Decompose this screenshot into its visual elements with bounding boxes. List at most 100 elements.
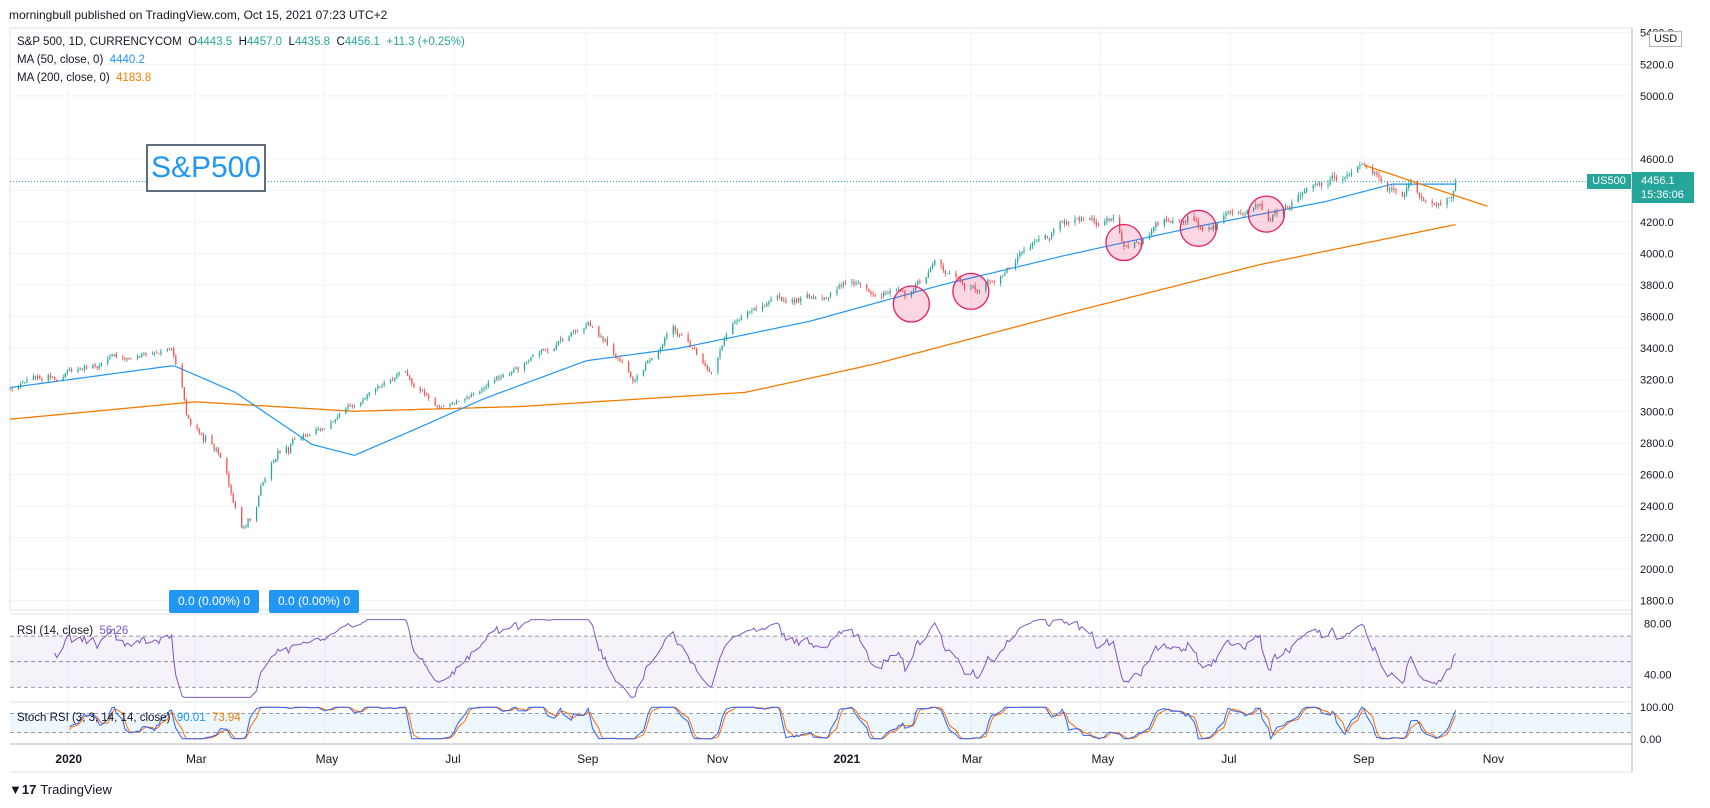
candle bbox=[761, 302, 764, 313]
candle bbox=[204, 434, 207, 443]
close-label: C bbox=[336, 36, 345, 48]
candle-body bbox=[285, 447, 287, 453]
rsi-legend[interactable]: RSI (14, close) 56.26 bbox=[17, 625, 128, 637]
candle bbox=[396, 372, 398, 380]
candle-body bbox=[336, 417, 339, 420]
candle bbox=[362, 397, 364, 405]
x-tick-label: May bbox=[1092, 752, 1115, 766]
candle bbox=[230, 483, 232, 496]
tradingview-logo-icon: ▼17 bbox=[9, 782, 37, 797]
candle-body bbox=[1201, 227, 1204, 230]
candle-body bbox=[1065, 221, 1068, 225]
candle-body bbox=[451, 402, 453, 405]
x-tick-label: 2020 bbox=[55, 752, 82, 766]
candle bbox=[545, 348, 547, 352]
candle-body bbox=[1046, 236, 1049, 239]
candle bbox=[428, 393, 430, 401]
candle bbox=[98, 363, 100, 371]
candle-body bbox=[1331, 175, 1333, 180]
candle-body bbox=[1318, 182, 1321, 185]
candle-body bbox=[587, 322, 589, 326]
candle bbox=[1065, 219, 1068, 226]
candle-body bbox=[651, 358, 653, 361]
measure-badge-2[interactable]: 0.0 (0.00%) 0 bbox=[269, 590, 360, 613]
measure-badge-1[interactable]: 0.0 (0.00%) 0 bbox=[169, 590, 260, 613]
candle bbox=[457, 400, 460, 403]
candle-body bbox=[36, 376, 39, 379]
tradingview-brand[interactable]: ▼17 TradingView bbox=[9, 782, 112, 797]
candle bbox=[1257, 203, 1259, 210]
candle bbox=[1450, 195, 1452, 203]
candle bbox=[483, 386, 485, 392]
sp500-annotation-box[interactable]: S&P500 bbox=[146, 144, 266, 192]
ma50-legend[interactable]: MA (50, close, 0) 4440.2 bbox=[17, 54, 145, 66]
stoch-legend[interactable]: Stoch RSI (3, 3, 14, 14, close) 90.01 73… bbox=[17, 712, 241, 724]
candle bbox=[1182, 220, 1185, 225]
candle-body bbox=[1289, 206, 1291, 208]
candle bbox=[1140, 242, 1142, 246]
candle-body bbox=[421, 390, 424, 392]
candle bbox=[426, 392, 428, 396]
candle-body bbox=[381, 385, 383, 387]
candle bbox=[827, 296, 830, 302]
candle-body bbox=[262, 481, 264, 486]
ma200-legend[interactable]: MA (200, close, 0) 4183.8 bbox=[17, 72, 151, 84]
candle bbox=[1106, 215, 1108, 225]
candle bbox=[678, 333, 681, 338]
candle bbox=[1051, 231, 1053, 240]
candle bbox=[810, 295, 813, 300]
candle-body bbox=[243, 527, 245, 528]
candle bbox=[806, 291, 808, 299]
candle-body bbox=[347, 405, 349, 409]
candle bbox=[1195, 216, 1197, 223]
candle-body bbox=[487, 382, 489, 387]
candle bbox=[1423, 196, 1425, 202]
candle-body bbox=[755, 308, 757, 310]
candle-body bbox=[725, 334, 728, 339]
candle bbox=[1214, 224, 1216, 231]
candle bbox=[64, 372, 66, 378]
candle bbox=[411, 378, 413, 387]
candle bbox=[130, 358, 132, 360]
candle bbox=[895, 288, 898, 292]
candle bbox=[404, 370, 407, 373]
candle-body bbox=[1286, 206, 1289, 208]
stoch-label: Stoch RSI (3, 3, 14, 14, close) bbox=[17, 712, 171, 724]
candle bbox=[1095, 218, 1097, 229]
candle bbox=[749, 310, 751, 314]
candle-body bbox=[440, 406, 443, 408]
candle-body bbox=[436, 405, 438, 407]
candle bbox=[413, 382, 415, 389]
currency-tag[interactable]: USD bbox=[1649, 31, 1683, 47]
candle-body bbox=[659, 347, 662, 352]
candle-body bbox=[553, 348, 555, 352]
candle-body bbox=[838, 285, 840, 289]
candle bbox=[1076, 217, 1078, 219]
rsi-value: 56.26 bbox=[99, 625, 129, 637]
candle bbox=[247, 518, 249, 528]
y-tick-label: 3200.0 bbox=[1640, 375, 1674, 387]
candle bbox=[1242, 212, 1244, 217]
candle-body bbox=[1363, 164, 1365, 166]
y-tick-label: 4200.0 bbox=[1640, 217, 1674, 229]
candle-body bbox=[1389, 189, 1391, 190]
candle-body bbox=[627, 361, 630, 373]
candle bbox=[664, 336, 666, 347]
candle-body bbox=[1002, 275, 1004, 277]
candle bbox=[589, 319, 591, 327]
highlight-circle bbox=[892, 285, 930, 323]
candle-body bbox=[54, 377, 56, 380]
candle-body bbox=[989, 280, 991, 282]
y-tick-label: 4000.0 bbox=[1640, 249, 1674, 261]
candle bbox=[379, 385, 381, 389]
candle bbox=[542, 348, 545, 351]
candle bbox=[434, 396, 436, 406]
candle-body bbox=[1034, 241, 1036, 243]
candle-body bbox=[260, 485, 262, 496]
candle bbox=[511, 371, 513, 377]
candle-body bbox=[1433, 203, 1435, 204]
symbol-label[interactable]: S&P 500, 1D, CURRENCYCOM bbox=[17, 36, 182, 48]
candle bbox=[287, 446, 290, 456]
stoch-k-value: 90.01 bbox=[176, 712, 206, 724]
